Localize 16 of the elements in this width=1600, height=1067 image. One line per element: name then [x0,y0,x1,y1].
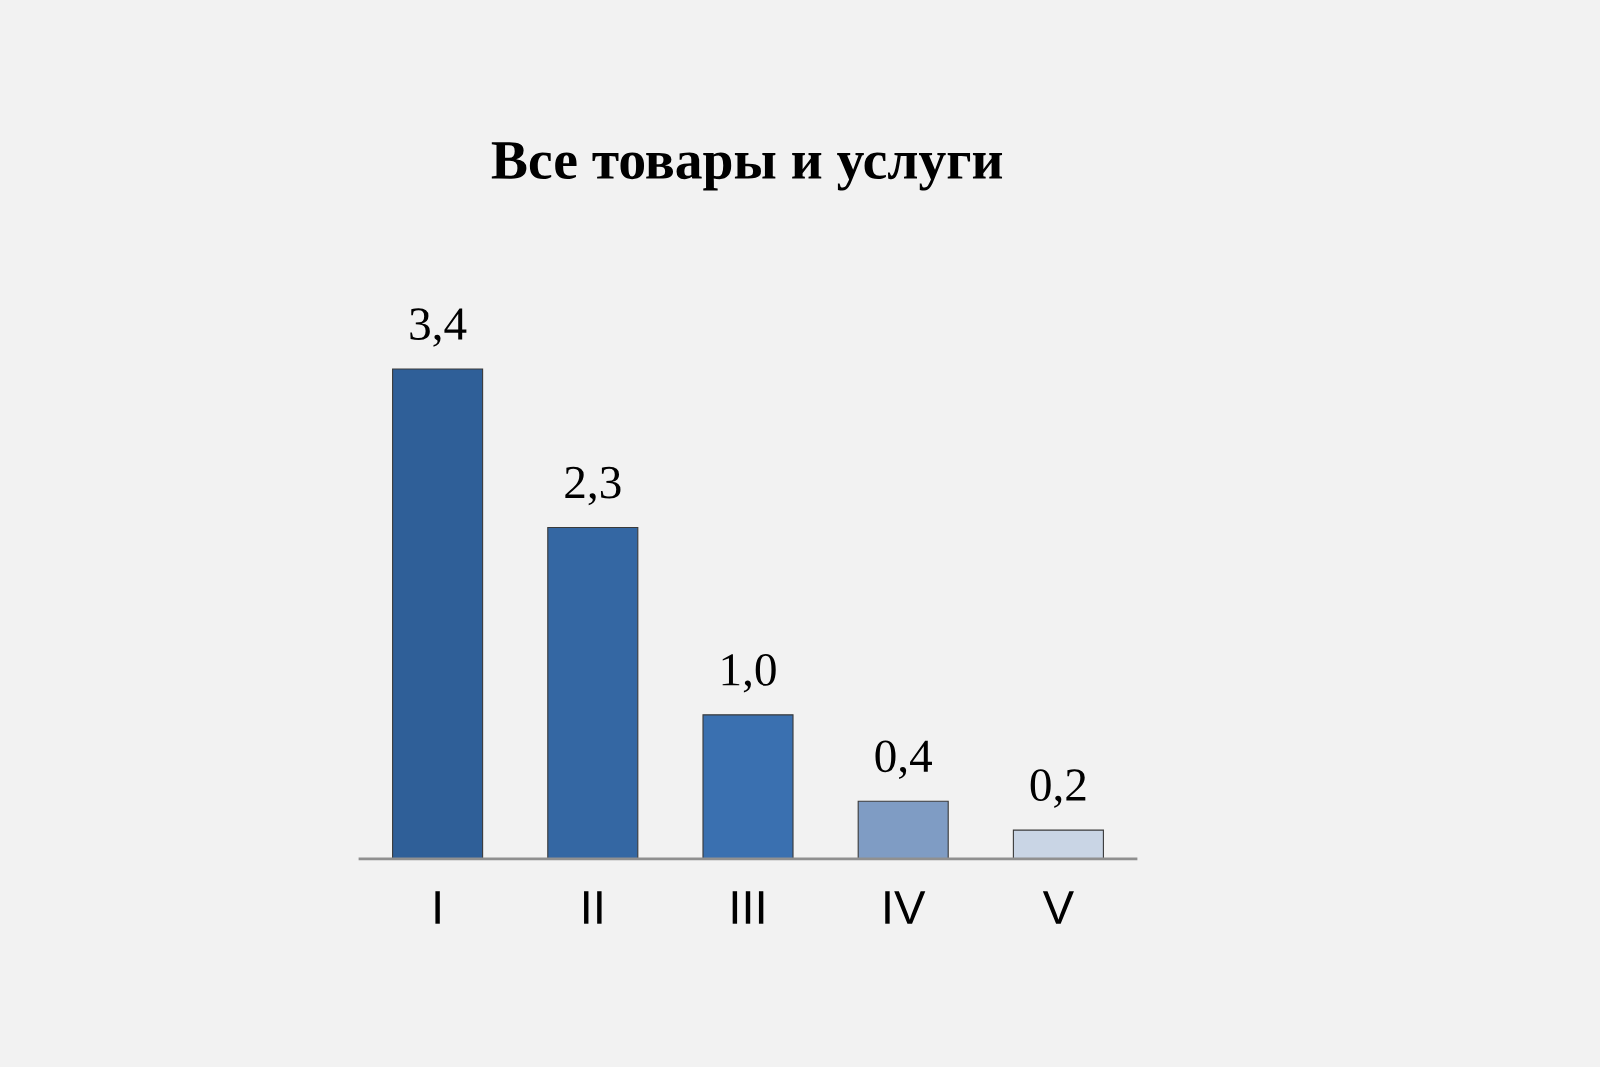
chart-title: Все товары и услуги [491,142,1003,191]
data-label: 0,2 [1030,769,1086,808]
x-tick-label: IV [885,891,926,924]
bar [392,368,484,859]
bar [857,800,949,859]
data-label: 2,3 [565,466,621,506]
x-tick-label: III [732,891,764,924]
data-label: 1,0 [722,653,776,693]
x-tick-label: I [435,891,440,924]
x-tick-label: V [1042,891,1074,924]
bar [702,714,794,859]
x-tick-label: II [584,891,602,924]
data-label: 0,4 [875,740,932,780]
data-label: 3,4 [410,308,467,347]
bar [1012,829,1104,859]
bar [547,526,639,859]
